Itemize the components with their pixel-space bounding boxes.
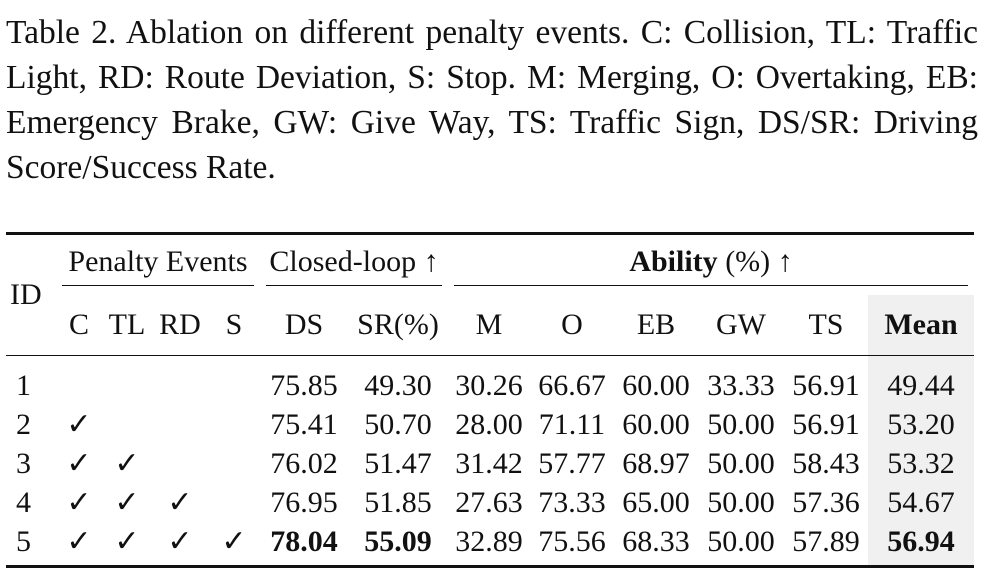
- cell-eb: 65.00: [622, 485, 690, 519]
- table-row: 3 ✓ ✓ 76.02 51.47 31.42 57.77 68.97 50.0…: [6, 444, 974, 483]
- cell-gw: 50.00: [707, 407, 775, 441]
- cell-s: [208, 483, 260, 522]
- col-header-tl: TL: [108, 308, 146, 341]
- table-row: 5 ✓ ✓ ✓ ✓ 78.04 55.09 32.89 75.56 68.33 …: [6, 522, 974, 567]
- cell-ds: 75.41: [270, 407, 338, 441]
- ability-rule: [454, 284, 968, 286]
- cell-mean: 54.67: [868, 483, 974, 522]
- cell-o: 66.67: [538, 368, 606, 402]
- cell-id: 4: [16, 485, 31, 519]
- closed-loop-label: Closed-loop ↑: [269, 244, 439, 278]
- cell-ts: 58.43: [792, 446, 860, 480]
- cell-id: 2: [16, 407, 31, 441]
- cell-rd: [152, 405, 208, 444]
- cell-eb: 68.33: [622, 524, 690, 558]
- closed-loop-header: Closed-loop ↑: [260, 234, 448, 296]
- col-header-m: M: [475, 308, 503, 341]
- cell-id: 5: [16, 524, 31, 558]
- col-header-ts: TS: [808, 308, 844, 341]
- ability-unit: (%) ↑: [717, 244, 793, 278]
- header-row-columns: C TL RD S DS SR(%) M O EB GW TS Mean: [6, 295, 974, 356]
- cell-s: [208, 444, 260, 483]
- table-caption: Table 2. Ablation on different penalty e…: [6, 14, 978, 186]
- cell-ds: 78.04: [270, 524, 338, 558]
- cell-mean: 49.44: [868, 355, 974, 405]
- cell-o: 75.56: [538, 524, 606, 558]
- col-header-sr: SR(%): [357, 308, 439, 341]
- cell-m: 31.42: [455, 446, 523, 480]
- cell-gw: 50.00: [707, 524, 775, 558]
- cell-ds: 76.02: [270, 446, 338, 480]
- cell-rd: ✓: [167, 486, 193, 519]
- cell-ts: 56.91: [792, 407, 860, 441]
- cell-m: 32.89: [455, 524, 523, 558]
- header-row-groups: ID Penalty Events Closed-loop ↑ Ability …: [6, 233, 974, 311]
- col-header-o: O: [561, 308, 583, 341]
- cell-tl: ✓: [114, 525, 140, 558]
- cell-tl: ✓: [114, 486, 140, 519]
- cell-id: 3: [16, 446, 31, 480]
- cell-m: 28.00: [455, 407, 523, 441]
- cell-o: 73.33: [538, 485, 606, 519]
- col-header-gw: GW: [716, 308, 766, 341]
- cell-tl: [102, 356, 152, 406]
- cell-gw: 33.33: [707, 368, 775, 402]
- penalty-events-header: Penalty Events: [56, 234, 260, 296]
- col-header-ds: DS: [284, 308, 324, 341]
- cell-eb: 68.97: [622, 446, 690, 480]
- col-header-c: C: [68, 308, 89, 341]
- col-header-eb: EB: [636, 308, 676, 341]
- ablation-table-container: ID Penalty Events Closed-loop ↑ Ability …: [6, 232, 974, 568]
- cell-sr: 55.09: [364, 524, 432, 558]
- cell-ds: 75.85: [270, 368, 338, 402]
- cell-eb: 60.00: [622, 368, 690, 402]
- cell-c: ✓: [66, 447, 92, 480]
- cell-mean: 56.94: [868, 522, 974, 567]
- cell-c: ✓: [66, 525, 92, 558]
- col-header-s: S: [225, 308, 243, 341]
- ability-header: Ability (%) ↑: [448, 234, 974, 296]
- cell-o: 57.77: [538, 446, 606, 480]
- cell-s: ✓: [221, 525, 247, 558]
- cell-ts: 57.36: [792, 485, 860, 519]
- col-header-mean: Mean: [868, 295, 974, 356]
- cell-id: 1: [16, 368, 31, 402]
- cell-ts: 56.91: [792, 368, 860, 402]
- cell-sr: 50.70: [364, 407, 432, 441]
- cell-c: ✓: [66, 408, 92, 441]
- cell-c: [56, 356, 102, 406]
- cell-sr: 51.47: [364, 446, 432, 480]
- cell-mean: 53.20: [868, 405, 974, 444]
- ablation-table: ID Penalty Events Closed-loop ↑ Ability …: [6, 232, 974, 568]
- cell-sr: 51.85: [364, 485, 432, 519]
- id-header: ID: [10, 278, 42, 311]
- table-row: 2 ✓ 75.41 50.70 28.00 71.11 60.00 50.00 …: [6, 405, 974, 444]
- cell-gw: 50.00: [707, 446, 775, 480]
- cell-mean: 53.32: [868, 444, 974, 483]
- table-row: 4 ✓ ✓ ✓ 76.95 51.85 27.63 73.33 65.00 50…: [6, 483, 974, 522]
- cell-c: ✓: [66, 486, 92, 519]
- penalty-events-rule: [62, 284, 254, 286]
- table-row: 1 75.85 49.30 30.26 66.67 60.00 33.33 56…: [6, 355, 974, 406]
- cell-m: 30.26: [455, 368, 523, 402]
- cell-ds: 76.95: [270, 485, 338, 519]
- closed-loop-rule: [266, 284, 442, 286]
- cell-rd: ✓: [167, 525, 193, 558]
- cell-ts: 57.89: [792, 524, 860, 558]
- cell-s: [208, 356, 260, 406]
- penalty-events-label: Penalty Events: [68, 244, 248, 278]
- cell-tl: ✓: [114, 447, 140, 480]
- cell-s: [208, 405, 260, 444]
- cell-eb: 60.00: [622, 407, 690, 441]
- cell-sr: 49.30: [364, 368, 432, 402]
- cell-o: 71.11: [538, 407, 606, 441]
- col-header-rd: RD: [159, 308, 201, 341]
- cell-tl: [102, 405, 152, 444]
- cell-rd: [152, 444, 208, 483]
- cell-gw: 50.00: [707, 485, 775, 519]
- cell-m: 27.63: [455, 485, 523, 519]
- ability-label: Ability: [629, 244, 718, 278]
- cell-rd: [152, 356, 208, 406]
